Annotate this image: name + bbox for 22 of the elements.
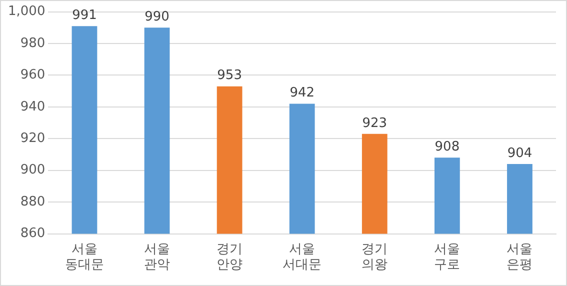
data-label: 942 [290,86,315,101]
data-label: 923 [362,116,388,131]
y-tick-label: 980 [20,36,46,51]
data-label: 908 [434,140,460,155]
y-tick-label: 920 [20,131,46,146]
x-tick-label: 서울 은평 [506,242,533,273]
x-tick-label: 서울 서대문 [282,242,322,273]
y-tick-label: 860 [20,226,46,242]
x-tick-label: 경기 안양 [216,242,243,273]
y-tick-label: 900 [20,162,46,178]
data-label: 953 [217,68,242,84]
y-tick-label: 960 [20,68,46,83]
x-tick-label: 서울 동대문 [64,242,104,273]
data-label: 990 [144,10,170,25]
y-tick-label: 880 [20,194,46,210]
x-tick-label: 경기 의왕 [362,242,388,273]
y-tick-label: 940 [20,99,46,114]
x-tick-label: 서울 구로 [434,242,460,273]
y-tick-label: 1,000 [8,4,46,20]
data-label: 991 [72,8,97,23]
data-label: 904 [507,146,532,161]
x-tick-label: 서울 관악 [144,242,170,273]
